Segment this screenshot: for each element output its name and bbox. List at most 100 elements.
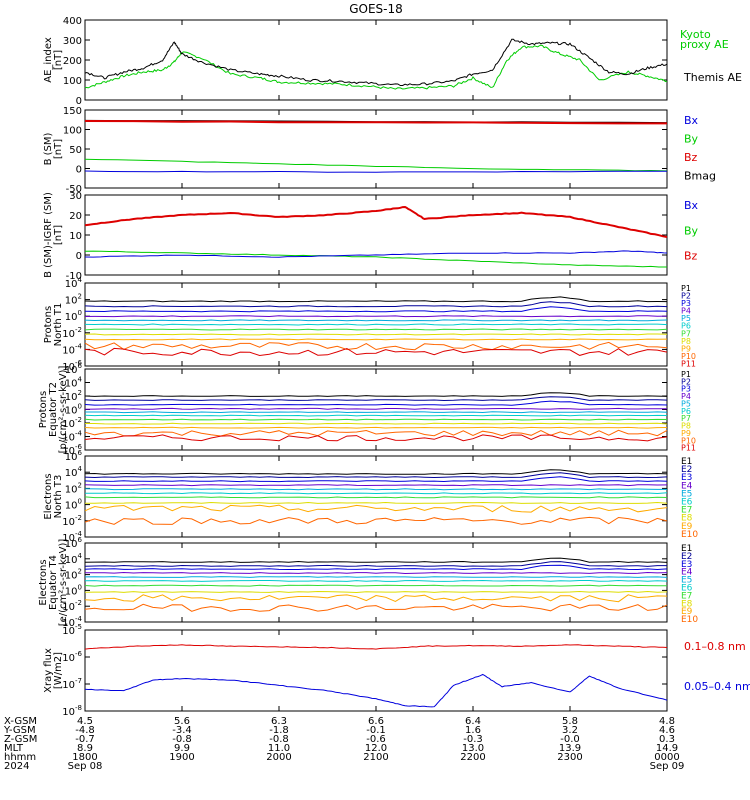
flux-line <box>84 347 668 357</box>
column-value: 13.0 <box>462 743 484 754</box>
legend-entry: By <box>684 133 699 146</box>
flux-line <box>84 323 668 326</box>
y-tick-exponent: -4 <box>75 615 83 623</box>
y-tick-exponent: 6 <box>78 536 83 544</box>
flux-line <box>84 504 668 513</box>
column-value: 2100 <box>363 752 388 763</box>
flux-line <box>84 496 668 499</box>
y-tick-label: -50 <box>66 184 82 195</box>
column-value: 1900 <box>169 752 194 763</box>
flux-line <box>84 476 668 483</box>
y-tick-label: 0 <box>76 251 82 262</box>
legend-entry: P7 <box>681 414 691 423</box>
flux-line <box>84 590 668 594</box>
legend-entry: Bz <box>684 151 698 164</box>
legend-entry: P5 <box>681 399 691 408</box>
y-axis-label: [e/(cm²-s-sr-keV)] <box>58 539 69 627</box>
legend-entry: E3 <box>681 473 692 483</box>
series-line <box>84 250 668 258</box>
y-axis-label: North T1 <box>53 303 64 347</box>
legend-entry: 0.1–0.8 nm <box>684 640 746 653</box>
column-value: -1.8 <box>269 725 289 736</box>
series-line <box>84 250 667 268</box>
legend-entry: Bx <box>684 199 699 212</box>
y-axis-label: [p/(cm²-s-sr-keV)] <box>58 366 69 454</box>
y-tick-exponent: 4 <box>78 276 83 284</box>
y-tick-label: 0 <box>76 96 82 107</box>
panel-frame <box>84 194 668 276</box>
flux-line <box>84 306 668 313</box>
legend-entry: P7 <box>681 329 691 338</box>
legend-entry: E9 <box>681 522 693 532</box>
legend-entry: E2 <box>681 465 692 475</box>
column-value: 1.6 <box>465 725 481 736</box>
y-tick-exponent: 4 <box>78 376 83 384</box>
column-value: 8.9 <box>77 743 93 754</box>
legend-entry: P6 <box>681 322 691 331</box>
y-axis-label: Electrons <box>38 559 49 605</box>
legend-entry: P4 <box>681 392 691 401</box>
legend-entry: E10 <box>681 530 698 540</box>
column-value: -0.3 <box>463 734 483 745</box>
y-tick-exponent: 2 <box>78 389 82 397</box>
legend-entry: P11 <box>681 359 696 368</box>
column-value: -0.7 <box>75 734 95 745</box>
column-value: 2200 <box>460 752 485 763</box>
flux-line <box>84 414 668 417</box>
column-value: 0000 <box>654 752 679 763</box>
legend-entry: P9 <box>681 429 691 438</box>
y-tick-label: -10 <box>66 271 82 282</box>
flux-line <box>84 557 668 563</box>
row-label: Z-GSM <box>4 734 37 745</box>
flux-line <box>84 429 668 437</box>
column-value: 11.0 <box>268 743 290 754</box>
flux-line <box>84 315 668 318</box>
y-axis-label: [nT] <box>53 139 64 159</box>
legend-entry: E7 <box>681 506 692 516</box>
column-value: 5.8 <box>562 716 578 727</box>
y-tick-label: 200 <box>63 56 82 67</box>
column-value: Sep 08 <box>68 761 103 772</box>
y-tick-exponent: 2 <box>78 481 82 489</box>
column-value: 6.4 <box>465 716 481 727</box>
legend-entry: E4 <box>681 568 693 578</box>
legend-entry: P3 <box>681 385 691 394</box>
series-line <box>84 120 667 125</box>
legend-entry: E2 <box>681 552 692 562</box>
flux-line <box>84 564 668 571</box>
legend-entry: E6 <box>681 584 693 594</box>
y-tick-label: 102 <box>65 481 82 495</box>
flux-line <box>84 319 668 322</box>
y-axis-label: Protons <box>43 306 54 343</box>
y-axis-label: [W/m2] <box>53 652 64 689</box>
flux-line <box>85 422 668 425</box>
row-label: 2024 <box>4 761 29 772</box>
y-tick-exponent: 4 <box>78 465 83 473</box>
legend-entry: proxy AE <box>680 38 729 51</box>
flux-line <box>84 407 668 410</box>
flux-line <box>84 594 668 603</box>
column-value: -4.8 <box>75 725 95 736</box>
column-value: 6.3 <box>271 716 287 727</box>
flux-line <box>84 472 668 479</box>
legend-entry: P8 <box>681 337 691 346</box>
flux-line <box>84 561 667 567</box>
column-value: -3.4 <box>172 725 192 736</box>
column-value: -0.8 <box>172 734 192 745</box>
column-value: -0.6 <box>366 734 386 745</box>
y-tick-label: 100 <box>65 309 82 323</box>
column-value: 13.9 <box>559 743 581 754</box>
flux-line <box>84 392 668 397</box>
y-tick-label: 50 <box>69 145 82 156</box>
column-value: 4.5 <box>77 716 93 727</box>
y-tick-label: 100 <box>65 498 82 512</box>
legend-entry: P2 <box>681 292 691 301</box>
column-value: -0.0 <box>560 734 580 745</box>
flux-line <box>84 396 668 402</box>
y-tick-label: 10-7 <box>62 677 82 691</box>
